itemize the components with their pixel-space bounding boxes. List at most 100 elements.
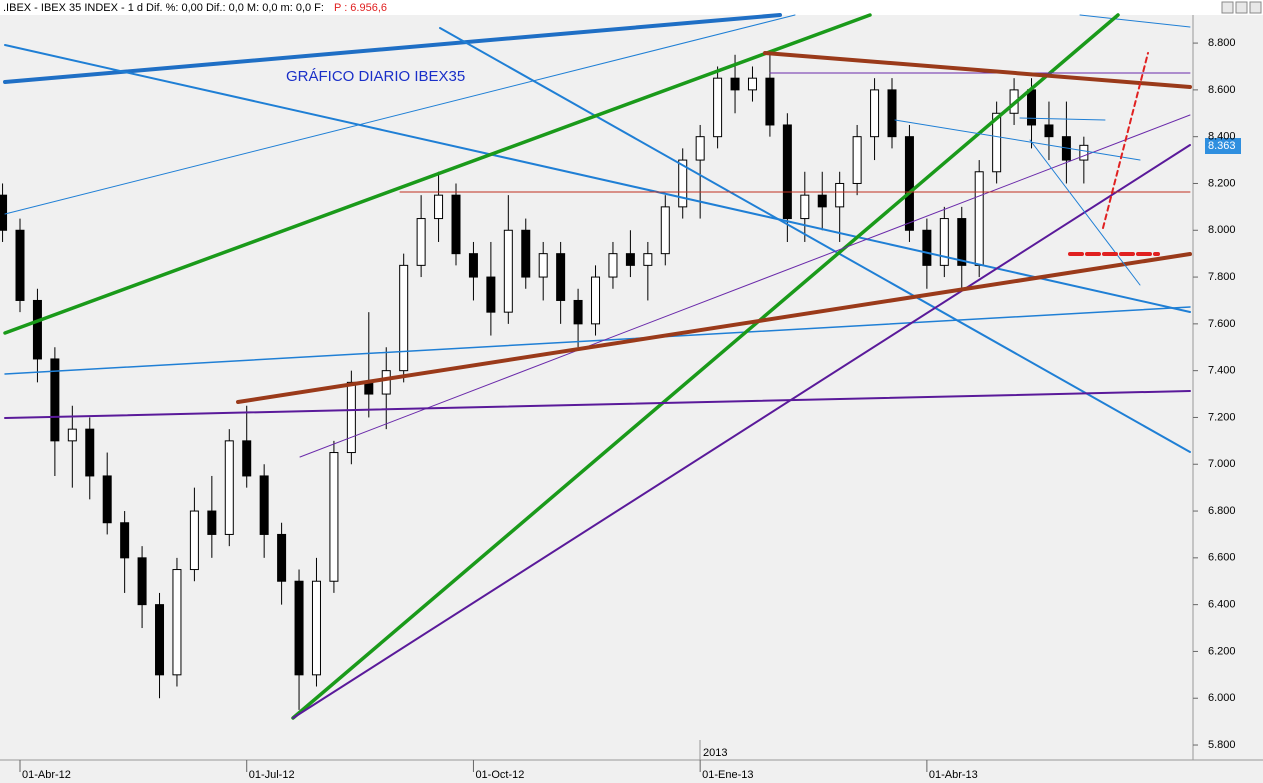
trend-line — [763, 51, 1192, 89]
candle-body — [974, 171, 984, 266]
trend-line — [4, 14, 796, 215]
y-tick-label: 8.800 — [1208, 37, 1236, 49]
trend-line — [439, 27, 1191, 453]
candle-body — [922, 229, 932, 266]
trend-line — [1102, 52, 1149, 229]
header-price: P : 6.956,6 — [334, 2, 387, 14]
year-label: 2013 — [703, 747, 727, 759]
candle-body — [643, 253, 653, 266]
candle-body — [939, 218, 949, 266]
minimize-button[interactable] — [1221, 1, 1234, 14]
candle-body — [765, 77, 775, 126]
candle-body — [521, 229, 531, 278]
close-button[interactable] — [1249, 1, 1262, 14]
candle-body — [573, 299, 583, 325]
candle-body — [242, 440, 252, 477]
trend-line — [894, 119, 1141, 161]
candle-body — [468, 253, 478, 278]
candle-body — [1079, 144, 1089, 161]
candle-body — [381, 370, 391, 395]
trend-line — [299, 114, 1191, 458]
trend-line — [3, 13, 872, 335]
last-price-label: 8.363 — [1208, 140, 1236, 152]
candle-body — [277, 533, 287, 582]
candle-body — [294, 580, 304, 676]
y-tick-label: 7.400 — [1208, 365, 1236, 377]
header-text: .IBEX - IBEX 35 INDEX - 1 d Dif. %: 0,00… — [3, 2, 324, 14]
y-tick-label: 8.400 — [1208, 131, 1236, 143]
candle-body — [538, 253, 548, 278]
maximize-button[interactable] — [1235, 1, 1248, 14]
candle-body — [1027, 89, 1037, 126]
candle-body — [992, 112, 1002, 173]
candle-body — [713, 77, 723, 138]
candle-body — [155, 604, 165, 676]
candle-body — [120, 522, 130, 559]
candle-body — [817, 194, 827, 208]
candle-body — [556, 253, 566, 301]
candles — [0, 54, 1089, 710]
trend-lines — [3, 13, 1192, 720]
candle-body — [904, 136, 914, 231]
candle-body — [0, 194, 8, 231]
y-tick-label: 6.200 — [1208, 645, 1236, 657]
candle-body — [957, 218, 967, 266]
candle-body — [32, 299, 42, 360]
candle-body — [800, 194, 810, 220]
candle-body — [102, 475, 112, 524]
y-tick-label: 7.000 — [1208, 458, 1236, 470]
candle-body — [67, 428, 77, 442]
candle-body — [1044, 124, 1054, 138]
candle-body — [591, 276, 601, 325]
candle-body — [172, 569, 182, 676]
y-tick-label: 6.000 — [1208, 692, 1236, 704]
y-tick-label: 7.800 — [1208, 271, 1236, 283]
candle-body — [15, 229, 25, 301]
x-tick-label: 01-Oct-12 — [475, 769, 524, 781]
y-tick-label: 7.200 — [1208, 411, 1236, 423]
candle-body — [434, 194, 444, 220]
y-tick-label: 8.600 — [1208, 84, 1236, 96]
candle-body — [486, 276, 496, 313]
trend-line — [3, 13, 782, 84]
y-tick-label: 6.600 — [1208, 552, 1236, 564]
y-tick-label: 6.400 — [1208, 599, 1236, 611]
candle-body — [887, 89, 897, 138]
candle-body — [346, 381, 356, 454]
trend-line — [4, 44, 1191, 313]
candle-body — [695, 136, 705, 161]
candle-body — [870, 89, 880, 138]
trend-line — [1029, 139, 1141, 286]
x-tick-label: 01-Abr-12 — [22, 769, 71, 781]
candle-body — [747, 77, 757, 91]
candle-body — [259, 475, 269, 535]
candle-body — [207, 510, 217, 535]
x-tick-label: 01-Ene-13 — [702, 769, 753, 781]
x-tick-label: 01-Jul-12 — [249, 769, 295, 781]
candle-body — [189, 510, 199, 571]
candle-body — [852, 136, 862, 184]
candle-body — [625, 253, 635, 266]
y-tick-label: 7.600 — [1208, 318, 1236, 330]
chart-title: GRÁFICO DIARIO IBEX35 — [286, 68, 465, 85]
candle-body — [730, 77, 740, 91]
candle-body — [782, 124, 792, 220]
candle-body — [137, 557, 147, 606]
x-tick-label: 01-Abr-13 — [929, 769, 978, 781]
window-buttons[interactable] — [1221, 1, 1262, 14]
trend-line — [292, 144, 1191, 719]
candle-body — [224, 440, 234, 535]
trend-line — [1079, 14, 1191, 28]
y-tick-label: 8.200 — [1208, 177, 1236, 189]
candle-body — [50, 358, 60, 442]
candle-body — [660, 206, 670, 255]
candle-body — [399, 264, 409, 372]
candle-body — [451, 194, 461, 255]
trend-line — [1019, 117, 1106, 121]
trend-line — [291, 13, 1120, 720]
trend-line — [4, 390, 1191, 419]
y-tick-label: 8.000 — [1208, 224, 1236, 236]
candle-body — [85, 428, 95, 477]
